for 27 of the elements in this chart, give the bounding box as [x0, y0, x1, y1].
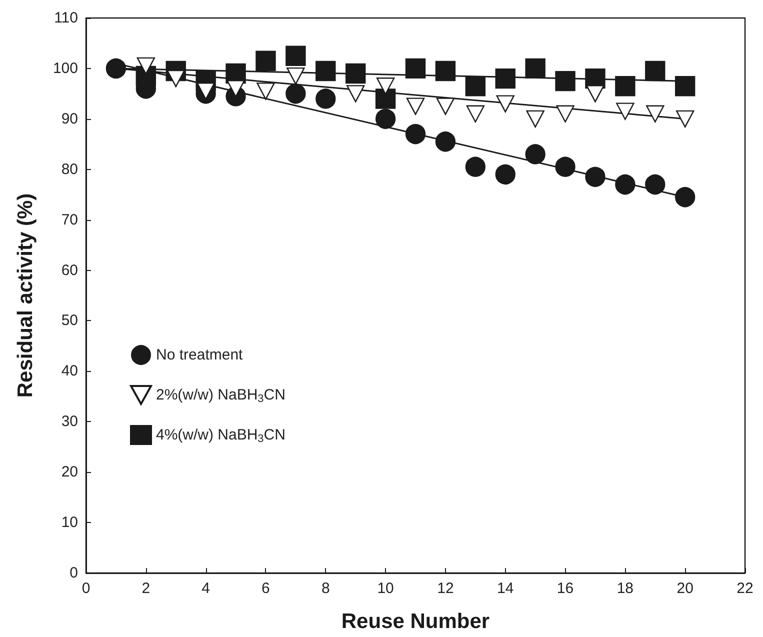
x-tick-label: 12 [437, 580, 454, 597]
y-tick-label: 100 [52, 60, 78, 77]
y-tick-label: 90 [61, 110, 78, 128]
legend-label: No treatment [156, 346, 244, 364]
y-tick-label: 110 [54, 10, 78, 26]
x-tick-label: 22 [736, 580, 754, 597]
x-axis-title: Reuse Number [341, 610, 490, 633]
x-tick-label: 2 [142, 580, 150, 597]
x-tick-label: 4 [202, 580, 210, 597]
x-tick-label: 20 [676, 580, 694, 597]
x-tick-label: 0 [82, 580, 90, 597]
y-tick-label: 70 [61, 211, 78, 228]
y-tick-label: 50 [61, 312, 78, 330]
x-tick-label: 6 [262, 580, 270, 597]
y-tick-label: 0 [70, 564, 78, 582]
x-tick-label: 10 [377, 580, 394, 597]
x-tick-label: 8 [321, 580, 330, 597]
y-tick-label: 30 [61, 413, 78, 430]
y-tick-label: 10 [61, 514, 78, 532]
y-axis-title: Residual activity (%) [14, 193, 37, 398]
y-tick-label: 60 [61, 262, 78, 279]
y-tick-label: 40 [61, 362, 78, 380]
y-tick-label: 80 [61, 160, 78, 178]
x-tick-label: 16 [556, 580, 574, 597]
y-tick-label: 20 [61, 464, 78, 481]
x-tick-label: 18 [616, 580, 634, 597]
x-tick-label: 14 [497, 580, 514, 597]
